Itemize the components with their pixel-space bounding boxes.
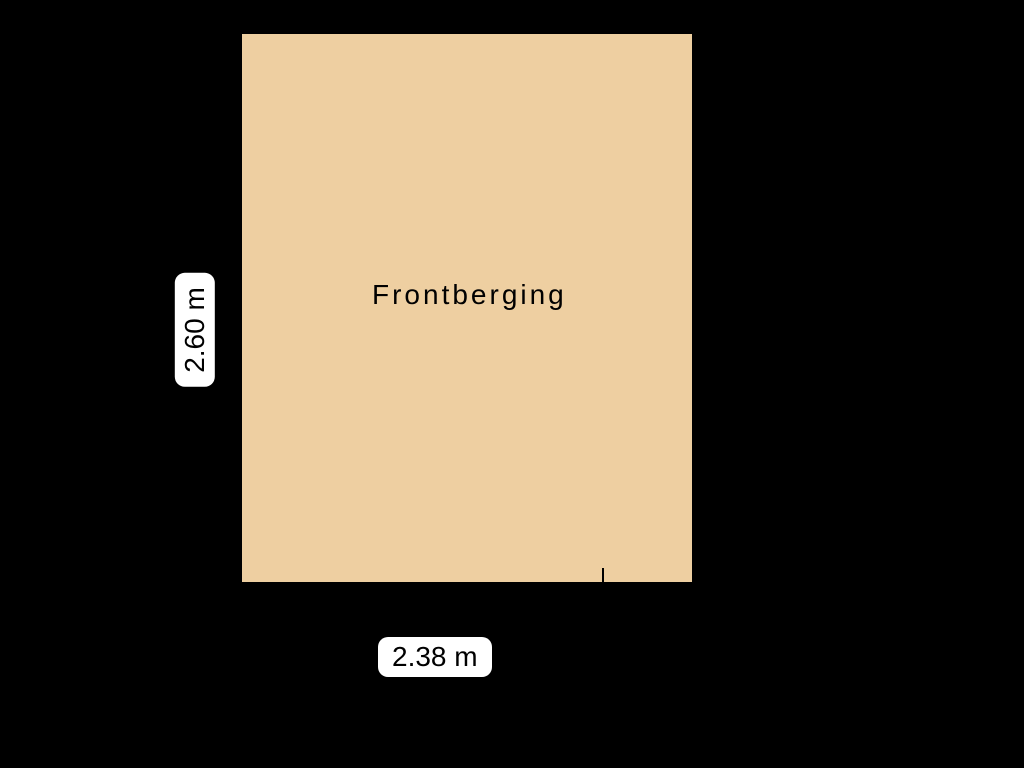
threshold-line bbox=[487, 586, 692, 587]
threshold-line bbox=[487, 598, 692, 599]
threshold-line bbox=[487, 592, 692, 593]
door-threshold bbox=[487, 586, 692, 604]
room-outline: Frontberging bbox=[238, 30, 696, 586]
threshold-line bbox=[487, 604, 692, 605]
room-label: Frontberging bbox=[372, 279, 567, 311]
dimension-height-label: 2.60 m bbox=[175, 273, 215, 387]
dimension-width-label: 2.38 m bbox=[378, 637, 492, 677]
threshold-divider bbox=[602, 568, 604, 604]
